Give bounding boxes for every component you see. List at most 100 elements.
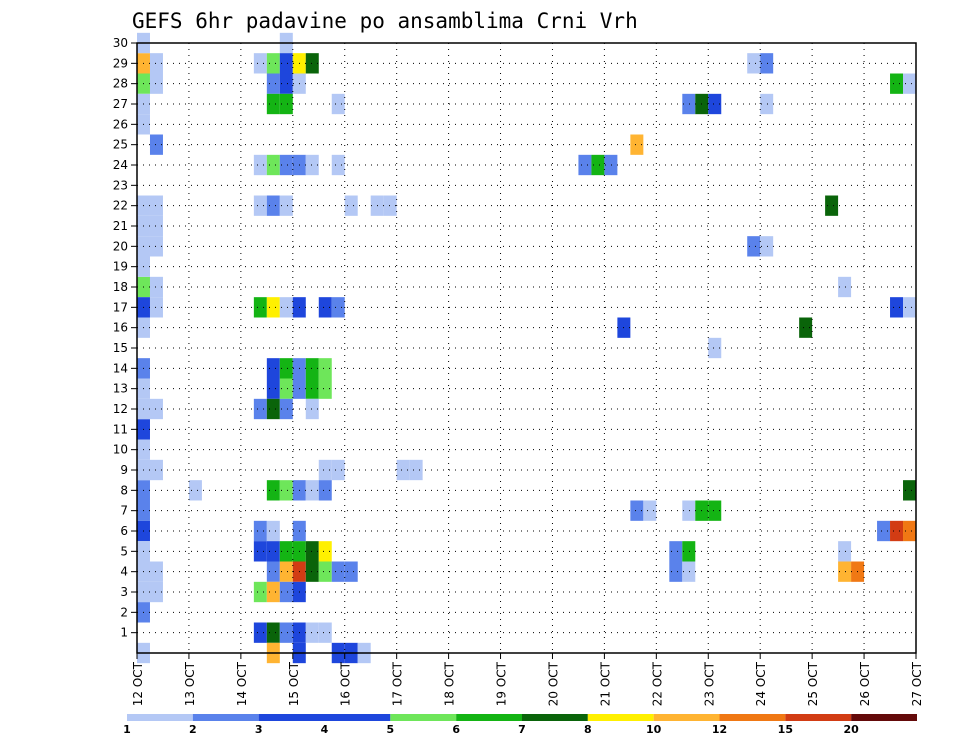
data-cell bbox=[149, 398, 163, 420]
data-cell bbox=[318, 622, 332, 643]
y-tick-label: 29 bbox=[113, 56, 128, 70]
data-cell bbox=[266, 154, 280, 176]
x-tick-label: 24 OCT bbox=[754, 661, 768, 706]
y-tick-label: 27 bbox=[113, 97, 128, 111]
x-tick-label: 19 OCT bbox=[495, 661, 509, 706]
x-tick-label: 26 OCT bbox=[858, 661, 872, 706]
data-cell bbox=[409, 459, 423, 481]
data-cell bbox=[149, 195, 163, 216]
data-cell bbox=[318, 561, 332, 582]
y-tick-label: 26 bbox=[113, 117, 128, 131]
data-cell bbox=[799, 317, 813, 338]
data-cell bbox=[279, 622, 293, 643]
x-tick-label: 21 OCT bbox=[598, 661, 612, 706]
data-cell bbox=[279, 561, 293, 582]
legend-swatch bbox=[192, 714, 259, 721]
data-cell bbox=[331, 297, 345, 318]
y-tick-label: 5 bbox=[120, 544, 128, 558]
data-cell bbox=[305, 398, 319, 420]
y-tick-label: 15 bbox=[113, 341, 128, 355]
data-cell bbox=[383, 195, 397, 216]
data-cell bbox=[149, 581, 163, 603]
data-cell bbox=[318, 541, 332, 562]
data-cell bbox=[331, 154, 345, 176]
legend-swatch bbox=[522, 714, 588, 721]
legend-label: 2 bbox=[189, 723, 197, 736]
data-cell bbox=[266, 358, 280, 379]
x-tick-label: 27 OCT bbox=[910, 661, 924, 706]
data-cell bbox=[149, 561, 163, 582]
data-cell bbox=[266, 541, 280, 562]
data-cell bbox=[279, 541, 293, 562]
legend-swatch bbox=[390, 714, 457, 721]
y-tick-label: 20 bbox=[113, 239, 128, 253]
data-cell bbox=[760, 53, 774, 74]
legend-label: 8 bbox=[584, 723, 592, 736]
data-cell bbox=[669, 541, 683, 562]
x-tick-label: 13 OCT bbox=[183, 661, 197, 706]
data-cell bbox=[279, 73, 293, 94]
data-cell bbox=[903, 297, 916, 318]
data-cell bbox=[279, 398, 293, 420]
data-cell bbox=[266, 297, 280, 318]
data-cell bbox=[305, 561, 319, 582]
data-cell bbox=[266, 480, 280, 501]
data-cell bbox=[253, 195, 267, 216]
data-cell bbox=[149, 215, 163, 237]
x-tick-label: 25 OCT bbox=[806, 661, 820, 706]
data-cell bbox=[253, 297, 267, 318]
x-tick-label: 16 OCT bbox=[339, 661, 353, 706]
legend-swatch bbox=[127, 714, 193, 721]
data-cell bbox=[253, 541, 267, 562]
legend-swatch bbox=[653, 714, 720, 721]
y-tick-label: 6 bbox=[120, 524, 128, 538]
data-cell bbox=[344, 195, 358, 216]
data-cell bbox=[318, 378, 332, 399]
data-cell bbox=[305, 378, 319, 399]
x-tick-label: 14 OCT bbox=[235, 661, 249, 706]
data-cell bbox=[747, 236, 761, 257]
y-tick-label: 9 bbox=[120, 463, 128, 477]
legend-swatch bbox=[719, 714, 786, 721]
y-tick-label: 23 bbox=[113, 178, 128, 192]
data-cell bbox=[253, 398, 267, 420]
chart-title: GEFS 6hr padavine po ansamblima Crni Vrh bbox=[132, 9, 638, 33]
data-cell bbox=[149, 459, 163, 481]
data-cell bbox=[305, 358, 319, 379]
data-cell bbox=[266, 73, 280, 94]
y-tick-label: 16 bbox=[113, 321, 128, 335]
data-cell bbox=[396, 459, 410, 481]
data-cell bbox=[279, 581, 293, 603]
data-cell bbox=[266, 53, 280, 74]
data-cell bbox=[331, 561, 345, 582]
data-cell bbox=[279, 195, 293, 216]
y-tick-label: 4 bbox=[120, 565, 128, 579]
y-tick-label: 19 bbox=[113, 260, 128, 274]
y-axis: 1234567891011121314151617181920212223242… bbox=[113, 36, 137, 640]
y-tick-label: 30 bbox=[113, 36, 128, 50]
data-cell bbox=[279, 93, 293, 115]
legend-label: 20 bbox=[844, 723, 860, 736]
data-cell bbox=[630, 500, 644, 521]
legend-label: 1 bbox=[123, 723, 131, 736]
data-cell bbox=[604, 154, 618, 176]
data-cell bbox=[708, 93, 722, 115]
legend-swatch bbox=[456, 714, 522, 721]
y-tick-label: 24 bbox=[113, 158, 128, 172]
data-cell bbox=[305, 480, 319, 501]
legend-swatch bbox=[587, 714, 654, 721]
data-cell bbox=[331, 93, 345, 115]
data-cell bbox=[890, 297, 904, 318]
data-cell bbox=[903, 480, 916, 501]
legend-label: 3 bbox=[255, 723, 263, 736]
y-tick-label: 17 bbox=[113, 300, 128, 314]
data-cell bbox=[279, 53, 293, 74]
data-cell bbox=[708, 337, 722, 359]
y-tick-label: 10 bbox=[113, 443, 128, 457]
data-cell bbox=[253, 53, 267, 74]
legend-label: 10 bbox=[646, 723, 662, 736]
data-cell bbox=[318, 358, 332, 379]
data-cell bbox=[747, 53, 761, 74]
data-cell bbox=[279, 154, 293, 176]
data-cell bbox=[838, 276, 852, 298]
